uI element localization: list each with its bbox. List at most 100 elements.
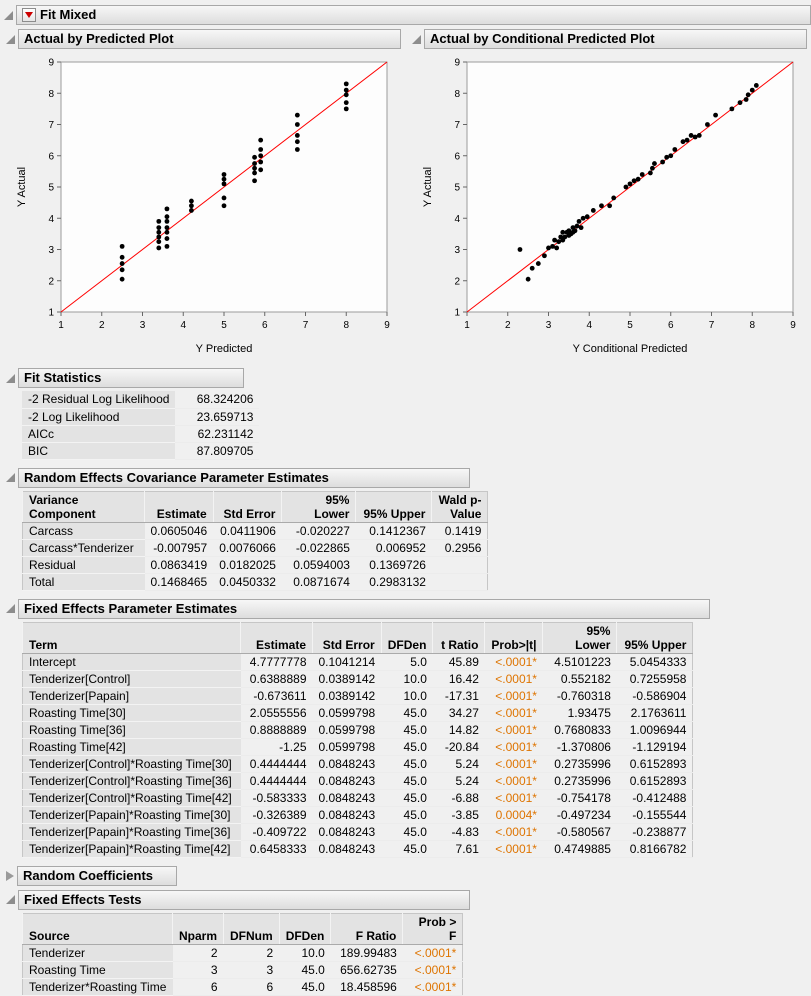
data-point[interactable] xyxy=(552,237,558,243)
data-point[interactable] xyxy=(221,181,227,187)
data-point[interactable] xyxy=(576,218,582,224)
data-point[interactable] xyxy=(660,159,665,165)
data-point[interactable] xyxy=(562,234,568,240)
data-point[interactable] xyxy=(584,214,590,220)
data-point[interactable] xyxy=(258,159,264,165)
data-point[interactable] xyxy=(294,112,300,118)
data-point[interactable] xyxy=(221,203,227,209)
data-point[interactable] xyxy=(294,122,300,127)
disclosure-open-icon[interactable] xyxy=(412,34,421,44)
fit-mixed-title-bar[interactable]: Fit Mixed xyxy=(16,5,811,25)
data-point[interactable] xyxy=(258,153,264,159)
data-point[interactable] xyxy=(560,229,566,235)
data-point[interactable] xyxy=(164,225,170,231)
disclosure-closed-icon[interactable] xyxy=(6,870,14,881)
data-point[interactable] xyxy=(119,267,125,273)
red-triangle-menu-button[interactable] xyxy=(22,7,36,22)
data-point[interactable] xyxy=(546,245,551,251)
data-point[interactable] xyxy=(156,225,162,231)
data-point[interactable] xyxy=(550,243,555,249)
data-point[interactable] xyxy=(692,134,698,140)
data-point[interactable] xyxy=(556,239,562,245)
data-point[interactable] xyxy=(252,154,257,160)
data-point[interactable] xyxy=(189,203,194,209)
data-point[interactable] xyxy=(258,147,264,152)
actual-by-conditional-predicted-plot[interactable]: 11 2 2 3 3 4 4 5 5 6 6 7 7 8 8 9 9 Y Conditional Predicte… xyxy=(417,52,803,360)
data-point[interactable] xyxy=(119,261,125,266)
data-point[interactable] xyxy=(156,234,162,240)
data-point[interactable] xyxy=(745,92,751,98)
data-point[interactable] xyxy=(611,195,617,201)
data-point[interactable] xyxy=(737,100,743,106)
data-point[interactable] xyxy=(164,206,170,212)
data-point[interactable] xyxy=(221,195,227,201)
data-point[interactable] xyxy=(647,170,653,176)
data-point[interactable] xyxy=(164,236,170,241)
data-point[interactable] xyxy=(623,184,629,190)
data-point[interactable] xyxy=(119,276,125,282)
section-title[interactable]: Fit Statistics xyxy=(18,368,244,388)
data-point[interactable] xyxy=(753,83,759,88)
data-point[interactable] xyxy=(119,243,125,249)
section-title[interactable]: Actual by Predicted Plot xyxy=(18,29,401,49)
data-point[interactable] xyxy=(164,243,170,249)
data-point[interactable] xyxy=(294,133,300,138)
section-title[interactable]: Fixed Effects Tests xyxy=(18,889,470,910)
data-point[interactable] xyxy=(343,106,349,112)
data-point[interactable] xyxy=(574,223,580,229)
data-point[interactable] xyxy=(590,208,596,213)
data-point[interactable] xyxy=(156,245,162,251)
data-point[interactable] xyxy=(221,172,227,177)
data-point[interactable] xyxy=(607,203,613,209)
data-point[interactable] xyxy=(164,214,170,220)
data-point[interactable] xyxy=(635,176,641,182)
data-point[interactable] xyxy=(189,208,194,213)
data-point[interactable] xyxy=(529,265,535,271)
data-point[interactable] xyxy=(696,133,702,138)
data-point[interactable] xyxy=(343,92,349,98)
data-point[interactable] xyxy=(627,181,633,187)
data-point[interactable] xyxy=(156,229,162,235)
data-point[interactable] xyxy=(252,165,257,171)
data-point[interactable] xyxy=(713,112,718,118)
data-point[interactable] xyxy=(156,239,162,245)
data-point[interactable] xyxy=(684,137,690,143)
data-point[interactable] xyxy=(343,81,349,87)
data-point[interactable] xyxy=(252,178,257,184)
data-point[interactable] xyxy=(189,198,194,204)
disclosure-open-icon[interactable] xyxy=(6,604,15,613)
disclosure-open-icon[interactable] xyxy=(6,34,15,44)
data-point[interactable] xyxy=(672,147,678,152)
data-point[interactable] xyxy=(580,215,586,221)
section-title[interactable]: Fixed Effects Parameter Estimates xyxy=(18,598,710,619)
data-point[interactable] xyxy=(535,261,541,266)
data-point[interactable] xyxy=(639,172,645,177)
data-point[interactable] xyxy=(343,87,349,93)
data-point[interactable] xyxy=(119,254,125,260)
data-point[interactable] xyxy=(705,122,710,127)
data-point[interactable] xyxy=(743,97,749,102)
data-point[interactable] xyxy=(294,147,300,152)
disclosure-open-icon[interactable] xyxy=(6,373,15,383)
actual-by-predicted-plot[interactable]: 11 2 2 3 3 4 4 5 5 6 6 7 7 8 8 9 9 Y Predicted Y Actual xyxy=(11,52,397,360)
data-point[interactable] xyxy=(650,165,655,171)
data-point[interactable] xyxy=(668,153,674,159)
data-point[interactable] xyxy=(156,218,162,224)
data-point[interactable] xyxy=(572,228,578,234)
disclosure-open-icon[interactable] xyxy=(6,895,15,904)
data-point[interactable] xyxy=(631,178,637,184)
data-point[interactable] xyxy=(680,139,686,145)
data-point[interactable] xyxy=(599,203,604,209)
data-point[interactable] xyxy=(294,139,300,145)
data-point[interactable] xyxy=(542,253,547,259)
disclosure-open-icon[interactable] xyxy=(4,10,13,20)
data-point[interactable] xyxy=(164,229,170,235)
data-point[interactable] xyxy=(688,133,694,138)
disclosure-open-icon[interactable] xyxy=(6,473,15,482)
data-point[interactable] xyxy=(258,167,264,173)
data-point[interactable] xyxy=(221,176,227,182)
data-point[interactable] xyxy=(525,276,531,282)
data-point[interactable] xyxy=(578,225,584,231)
data-point[interactable] xyxy=(164,218,170,224)
data-point[interactable] xyxy=(252,170,257,176)
